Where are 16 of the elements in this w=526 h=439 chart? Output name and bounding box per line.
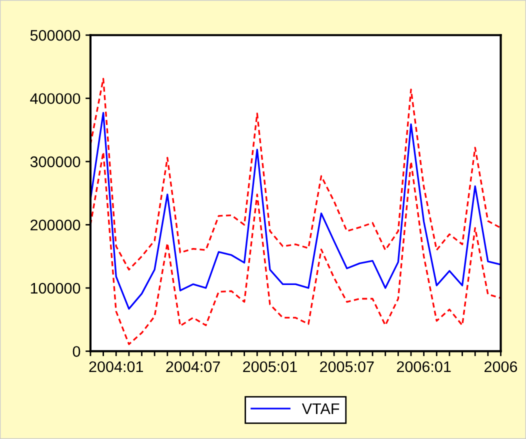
y-tick-label: 200000 <box>30 220 80 230</box>
line-series <box>90 151 501 346</box>
x-tick-label: 2005:01 <box>243 361 297 372</box>
x-tick-label: 2005:07 <box>320 361 374 372</box>
line-series <box>90 78 501 270</box>
y-tick-label: 300000 <box>30 156 80 168</box>
line-series <box>90 112 501 310</box>
x-tick-label: 2006:01 <box>396 361 451 372</box>
x-tick-label: 2004:01 <box>89 361 143 372</box>
legend-label: VTAF <box>302 403 340 414</box>
x-tick-label: 2006 <box>484 361 518 372</box>
y-tick-label: 0 <box>72 346 80 357</box>
y-tick-label: 500000 <box>30 30 80 41</box>
y-tick-label: 100000 <box>30 282 80 294</box>
y-tick-label: 400000 <box>30 93 80 104</box>
x-tick-label: 2004:07 <box>166 361 220 372</box>
